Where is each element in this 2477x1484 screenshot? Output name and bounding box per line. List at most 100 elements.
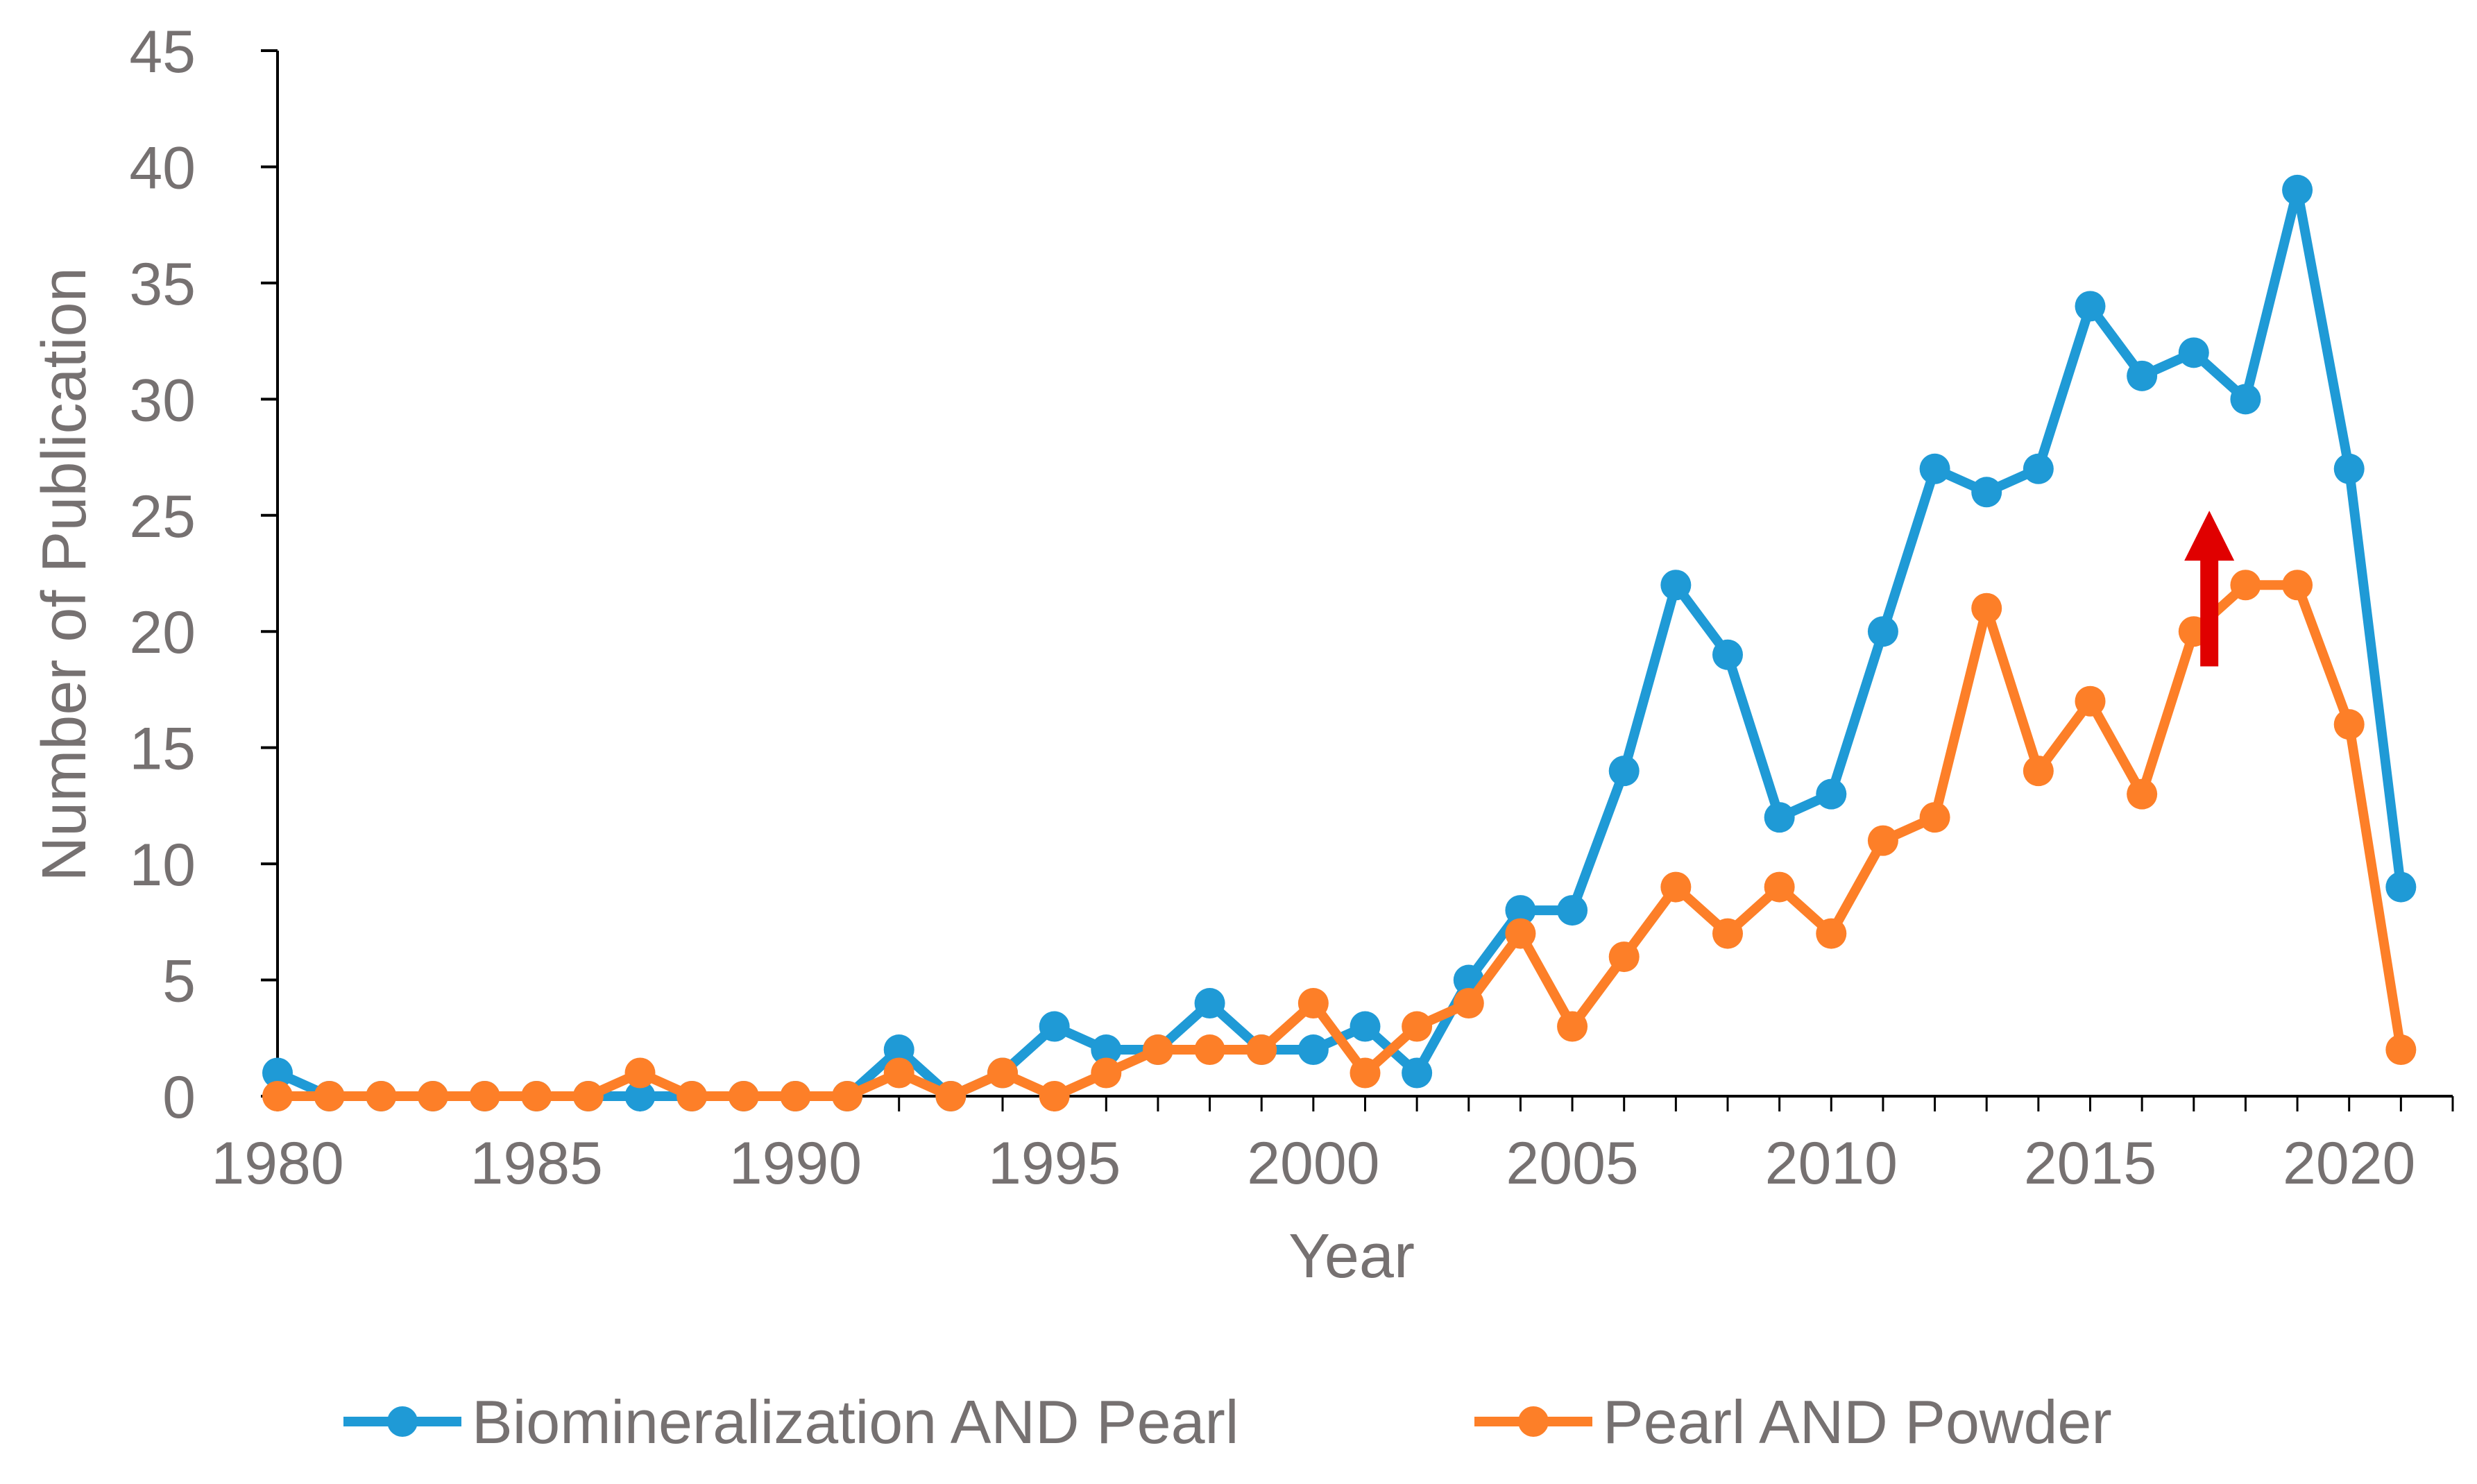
data-point (2127, 360, 2158, 391)
data-point (314, 1081, 345, 1111)
legend: Biomineralization AND Pearl Pearl AND Po… (343, 1388, 2112, 1456)
y-tick-label: 25 (129, 484, 196, 550)
data-point (2282, 174, 2313, 205)
data-point (2385, 871, 2417, 903)
x-axis-title: Year (1288, 1222, 1415, 1291)
data-point (1297, 1034, 1329, 1066)
data-point (1557, 895, 1588, 926)
x-tick-label: 2020 (2283, 1130, 2415, 1197)
data-point (366, 1081, 397, 1111)
y-tick-label: 15 (129, 716, 196, 783)
data-point (2282, 570, 2313, 601)
data-point (1142, 1034, 1173, 1066)
data-point (1039, 1011, 1070, 1042)
data-point (2333, 453, 2365, 484)
series-layer (262, 174, 2417, 1111)
data-point (1297, 988, 1329, 1019)
y-tick-label: 30 (129, 367, 196, 434)
data-point (1608, 756, 1640, 787)
data-point (1350, 1011, 1381, 1042)
x-tick-label: 2015 (2024, 1130, 2156, 1197)
data-point (1557, 1011, 1588, 1042)
data-point (2075, 291, 2106, 322)
x-tick-label: 1980 (211, 1130, 343, 1197)
series-line (273, 185, 2406, 1101)
data-point (469, 1081, 500, 1111)
y-tick-label: 0 (162, 1064, 196, 1131)
data-point (1660, 570, 1692, 601)
legend-item-biomineralization: Biomineralization AND Pearl (343, 1388, 1238, 1456)
data-point (262, 1081, 293, 1111)
data-point (417, 1081, 448, 1111)
data-point (728, 1081, 759, 1111)
data-point (1867, 616, 1898, 647)
data-point (1867, 825, 1898, 856)
y-tick-label: 40 (129, 135, 196, 201)
series-line (273, 580, 2406, 1101)
data-point (2230, 570, 2261, 601)
data-point (2230, 384, 2261, 415)
axes: 0 5 10 15 20 25 30 35 40 45 1980 1985 1990 1995 2000 20… (129, 19, 2454, 1197)
y-axis-title: Number of Publication (30, 267, 99, 881)
data-point (2075, 685, 2106, 717)
up-arrow-annotation (2184, 511, 2235, 667)
x-tick-label: 2005 (1506, 1130, 1638, 1197)
data-point (1505, 918, 1536, 949)
data-point (2333, 709, 2365, 740)
data-point (1194, 988, 1225, 1019)
legend-swatch-marker-blue (387, 1406, 418, 1437)
data-point (2178, 337, 2209, 368)
data-point (1402, 1011, 1433, 1042)
y-tick-label: 45 (129, 19, 196, 85)
data-point (832, 1081, 863, 1111)
data-point (1919, 453, 1950, 484)
x-tick-label: 1990 (729, 1130, 862, 1197)
data-point (1608, 941, 1640, 973)
data-point (1919, 802, 1950, 833)
x-tick-label: 2010 (1765, 1130, 1898, 1197)
legend-label-biomineralization: Biomineralization AND Pearl (472, 1388, 1238, 1456)
data-point (1350, 1057, 1381, 1089)
y-tick-label: 20 (129, 599, 196, 666)
legend-item-pearl-powder: Pearl AND Powder (1474, 1388, 2112, 1456)
data-point (2023, 756, 2054, 787)
data-point (521, 1081, 552, 1111)
data-point (624, 1057, 656, 1089)
data-point (780, 1081, 811, 1111)
legend-swatch-marker-orange (1518, 1406, 1549, 1437)
annotation-layer (2184, 511, 2235, 667)
data-point (1402, 1057, 1433, 1089)
data-point (1971, 592, 2002, 624)
data-point (624, 1081, 656, 1111)
data-point (1246, 1034, 1277, 1066)
data-point (1453, 988, 1484, 1019)
data-point (935, 1081, 967, 1111)
data-point (1816, 918, 1847, 949)
data-point (1764, 871, 1795, 903)
data-point (1039, 1081, 1070, 1111)
x-tick-label: 2000 (1247, 1130, 1379, 1197)
y-tick-label: 5 (162, 948, 196, 1015)
series-biomineralization-pearl (262, 174, 2417, 1111)
data-point (883, 1034, 914, 1066)
data-point (1194, 1034, 1225, 1066)
data-point (1505, 895, 1536, 926)
series-pearl-powder (262, 570, 2417, 1111)
data-point (987, 1057, 1018, 1089)
data-point (572, 1081, 604, 1111)
data-point (1971, 477, 2002, 508)
data-point (883, 1057, 914, 1089)
data-point (1764, 802, 1795, 833)
data-point (2127, 778, 2158, 810)
data-point (1712, 918, 1743, 949)
y-tick-label: 35 (129, 251, 196, 318)
data-point (2023, 453, 2054, 484)
data-point (1712, 639, 1743, 670)
data-point (676, 1081, 708, 1111)
x-tick-label: 1995 (988, 1130, 1121, 1197)
data-point (262, 1057, 293, 1089)
data-point (1091, 1034, 1122, 1066)
data-point (2385, 1034, 2417, 1066)
